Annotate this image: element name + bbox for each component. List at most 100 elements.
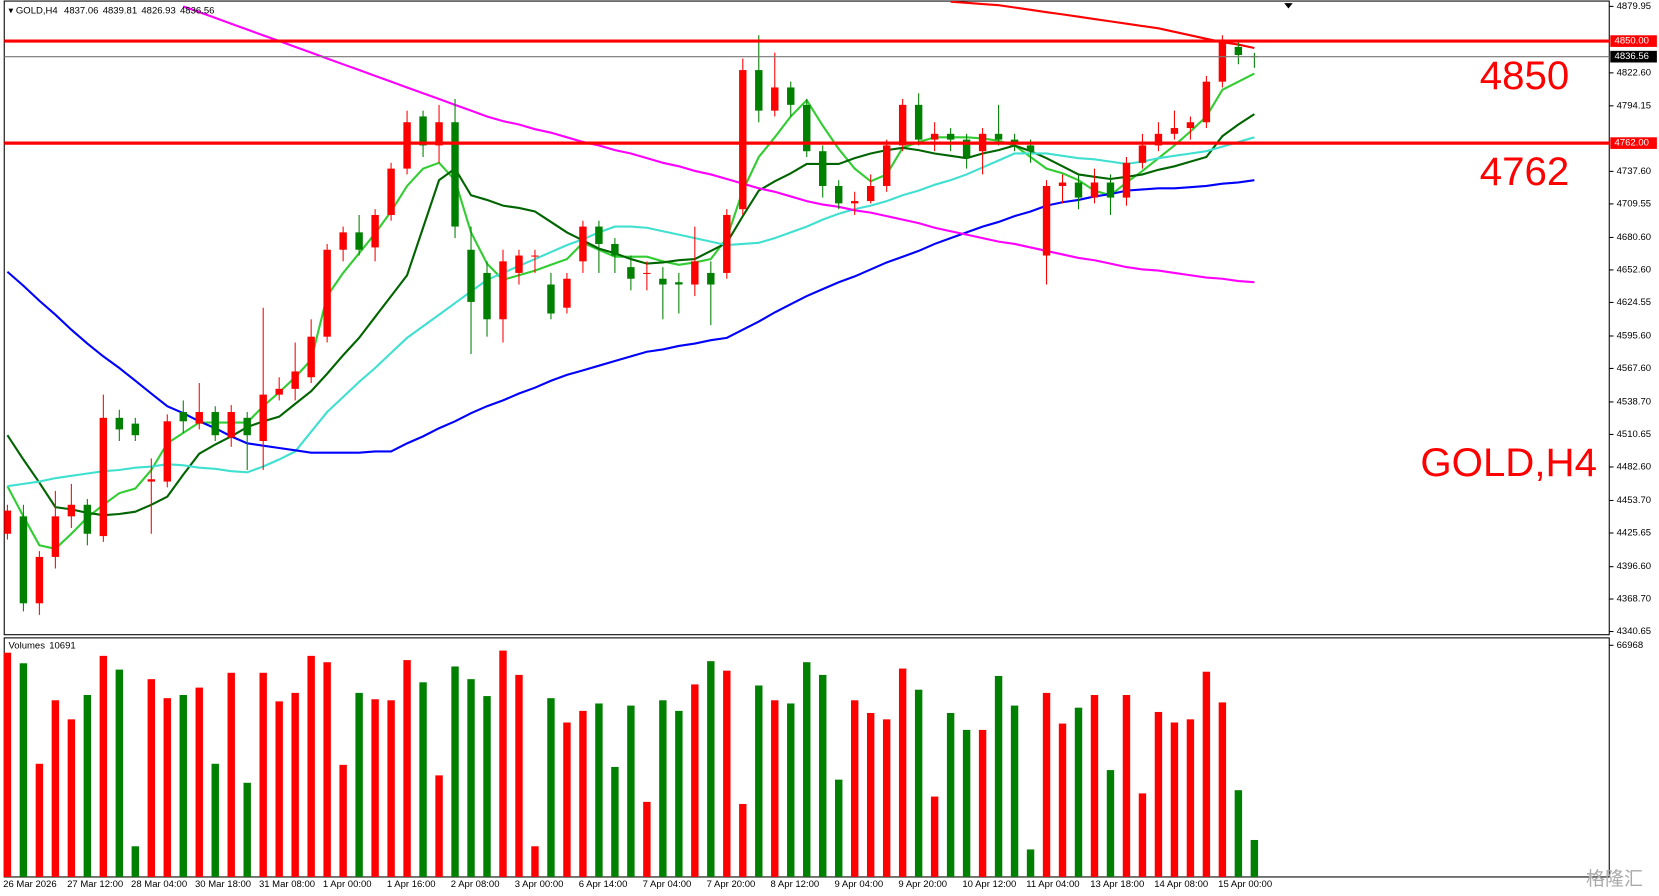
candle-body: [1026, 145, 1035, 152]
volume-bar: [675, 710, 683, 877]
candle-body: [451, 122, 459, 227]
candle-body: [467, 249, 475, 302]
candle-body: [531, 255, 539, 257]
ohlc-open: 4837.06: [64, 5, 98, 16]
volume-bar: [1026, 849, 1035, 877]
volume-bar: [898, 668, 907, 877]
y-tick-label: 4453.70: [1617, 495, 1651, 506]
y-tick-label: 4595.60: [1617, 331, 1651, 342]
volume-bar: [850, 700, 859, 877]
volume-bar: [1218, 702, 1227, 877]
volume-bar: [1074, 707, 1083, 877]
x-tick-label: 30 Mar 18:00: [195, 879, 251, 890]
candle-body: [819, 151, 827, 186]
volume-bar: [339, 764, 347, 877]
candle-body: [803, 104, 811, 152]
header: ▾ GOLD,H4 4837.06 4839.81 4826.93 4836.56: [8, 5, 214, 16]
candle-body: [579, 226, 587, 262]
volume-bar: [1234, 790, 1243, 877]
candle-body: [259, 394, 267, 442]
y-tick-label: 4368.70: [1617, 594, 1651, 605]
volume-bar: [483, 696, 491, 877]
volume-bar: [563, 722, 571, 877]
candle-body: [930, 133, 939, 140]
candle-body: [115, 417, 124, 430]
x-tick-label: 27 Mar 12:00: [67, 879, 123, 890]
volume-bar: [195, 687, 203, 877]
volume-bar: [930, 796, 939, 877]
candle-body: [227, 412, 235, 438]
y-tick-label: 4538.70: [1617, 396, 1651, 407]
x-tick-label: 13 Apr 18:00: [1090, 879, 1144, 890]
candle-body: [850, 201, 859, 204]
y-tick-label: 4624.55: [1617, 297, 1651, 308]
volume-bar: [1122, 694, 1131, 877]
symbol: GOLD,H4: [16, 5, 59, 16]
y-tick-label: 4709.55: [1617, 198, 1651, 209]
candle-body: [499, 261, 507, 320]
volume-bar: [451, 666, 459, 877]
candle-body: [275, 388, 283, 395]
volume-bar: [35, 763, 44, 877]
volume-bar: [131, 846, 140, 877]
candle-body: [419, 116, 427, 146]
ohlc-close: 4836.56: [180, 5, 214, 16]
volume-bar: [1250, 839, 1259, 877]
candle-body: [515, 255, 523, 273]
x-tick-label: 7 Apr 20:00: [707, 879, 756, 890]
volume-bar: [595, 703, 603, 877]
volume-bar: [419, 682, 427, 877]
level-label: 4762.00: [1615, 138, 1649, 149]
annotation: GOLD,H4: [1420, 440, 1597, 485]
plot-layer: [4, 1, 1259, 615]
volume-bar: [643, 801, 651, 877]
candle-body: [1138, 145, 1147, 163]
volume-bar: [803, 662, 811, 877]
shift-marker: [1284, 3, 1293, 9]
candle-body: [339, 232, 347, 250]
price-label-bg: [1610, 50, 1657, 63]
volume-bar: [1042, 692, 1051, 877]
candle-body: [1170, 128, 1179, 134]
volume-bar: [547, 698, 555, 877]
volume-bar: [1106, 770, 1115, 877]
volume-bar: [707, 661, 715, 877]
volume-bar: [179, 694, 187, 877]
level-label: 4850.00: [1615, 36, 1649, 47]
volume-bar: [499, 650, 507, 877]
volume-bar: [291, 692, 299, 877]
level-label-bg: [1610, 137, 1657, 149]
candle-body: [1010, 139, 1019, 144]
volume-bar: [99, 655, 108, 877]
candle-body: [547, 284, 555, 314]
candle-body: [643, 272, 651, 274]
x-tick-label: 8 Apr 12:00: [771, 879, 820, 890]
y-tick-label: 4737.60: [1617, 166, 1651, 177]
x-tick-label: 11 Apr 04:00: [1026, 879, 1079, 890]
x-tick-label: 3 Apr 00:00: [515, 879, 564, 890]
volume-bar: [435, 775, 443, 877]
y-tick-label: 4510.65: [1617, 429, 1651, 440]
candle-body: [67, 504, 76, 517]
volume-bar: [1010, 705, 1019, 877]
annotation: 4850: [1480, 53, 1569, 98]
y-tick-label: 4652.60: [1617, 264, 1651, 275]
volume-bar: [163, 698, 171, 877]
volume-bar: [531, 846, 539, 877]
volume-bar: [67, 719, 76, 877]
candle-body: [1106, 182, 1115, 198]
candle-body: [1218, 41, 1227, 82]
candle-body: [147, 479, 155, 482]
y-tick-label: 4879.95: [1617, 1, 1651, 12]
volume-bar: [627, 705, 635, 877]
ma-line: [950, 1, 1255, 50]
volume-bar: [1202, 671, 1211, 877]
volume-bar: [1186, 719, 1195, 877]
ma-line: [7, 136, 1255, 488]
candle-body: [403, 122, 411, 169]
volume-bar: [1154, 711, 1163, 877]
volume-bar: [739, 803, 747, 877]
volume-bar: [771, 700, 779, 877]
